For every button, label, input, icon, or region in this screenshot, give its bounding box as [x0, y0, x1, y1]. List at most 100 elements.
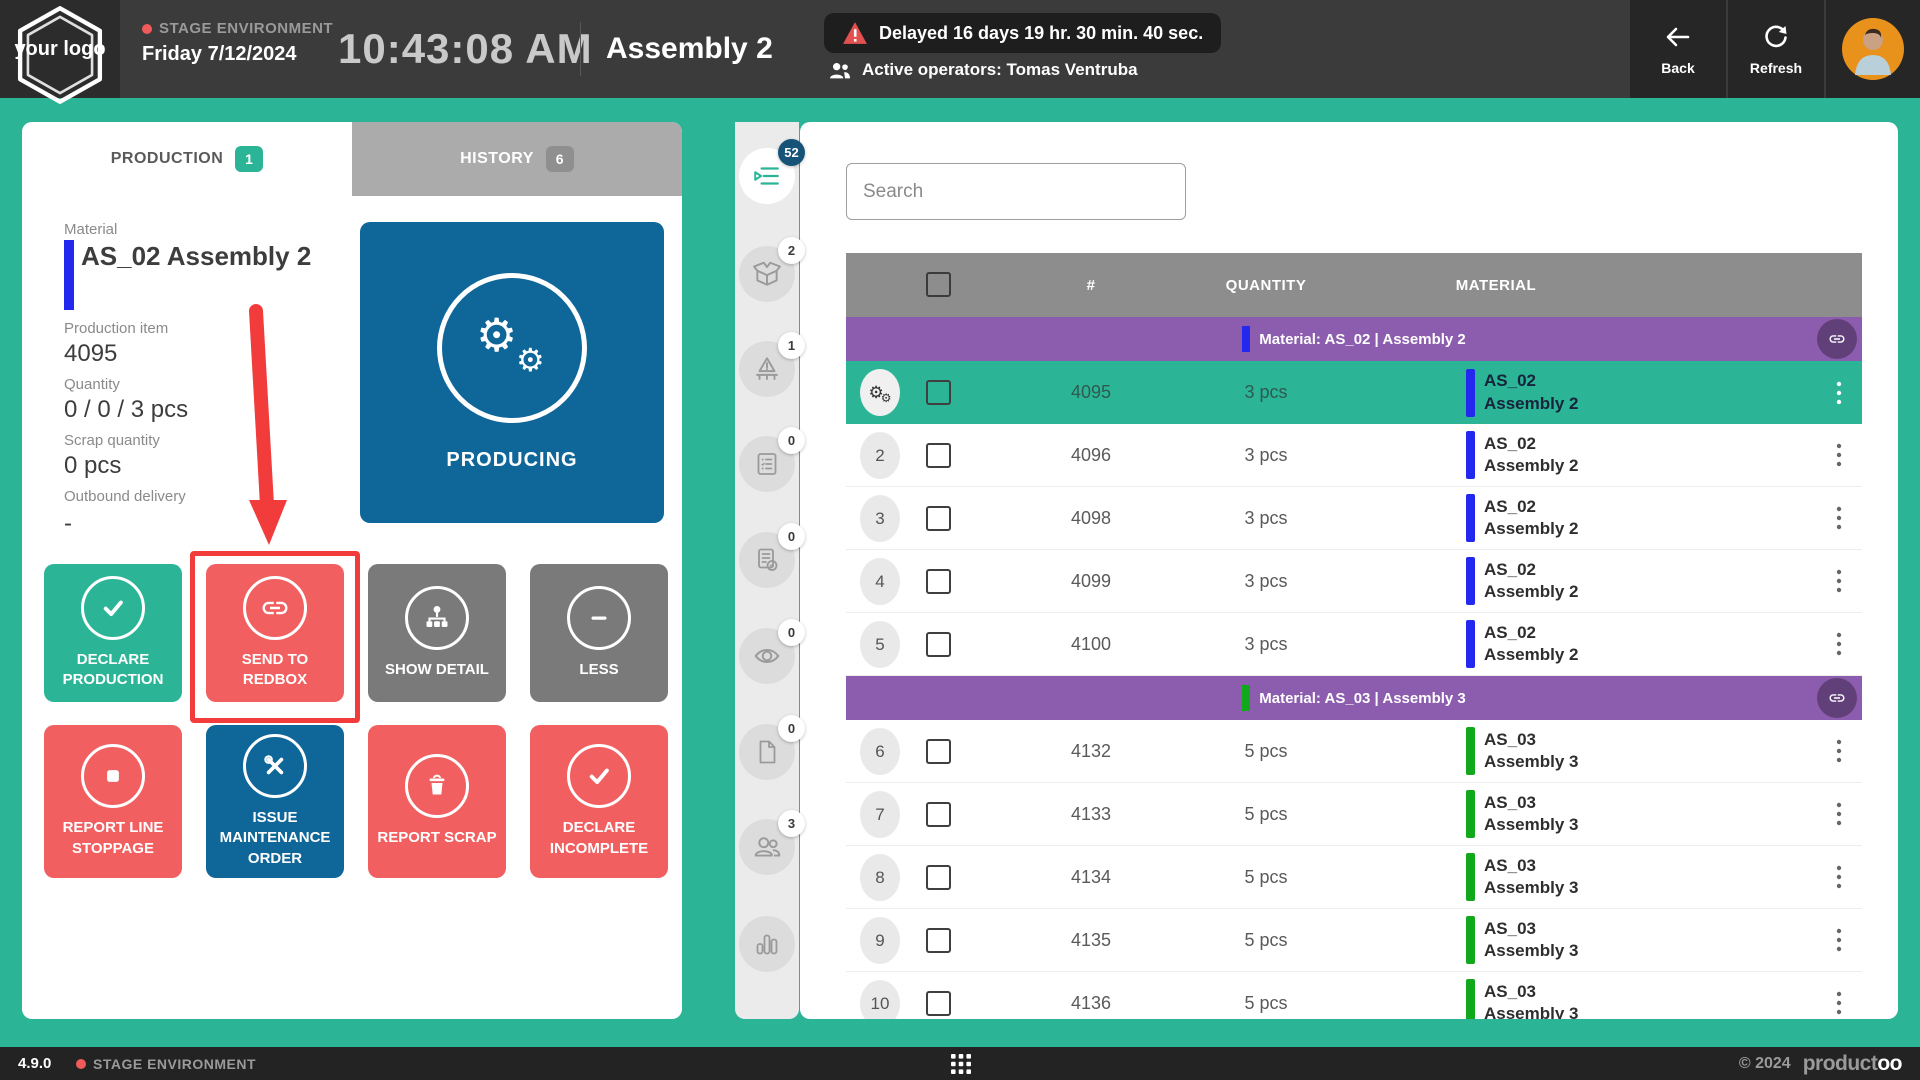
row-menu-button[interactable]: [1822, 846, 1856, 908]
row-checkbox[interactable]: [926, 991, 951, 1016]
row-checkbox[interactable]: [926, 443, 951, 468]
material-color-bar: [64, 240, 74, 310]
show-detail-label: SHOW DETAIL: [385, 660, 489, 678]
row-checkbox[interactable]: [926, 865, 951, 890]
row-checkbox[interactable]: [926, 569, 951, 594]
eye-icon: [754, 649, 780, 663]
sidebar-item-packing[interactable]: 2: [739, 237, 805, 302]
row-sequence: 9: [860, 917, 900, 964]
row-checkbox[interactable]: [926, 928, 951, 953]
table-row[interactable]: ⚙ ⚙ 4095 3 pcs AS_02 Assembly 2: [846, 361, 1862, 424]
row-sequence: 5: [860, 621, 900, 668]
order-quantity: 5 pcs: [1244, 866, 1288, 887]
gears-icon: ⚙ ⚙: [437, 273, 587, 423]
sidebar-item-files[interactable]: 0: [739, 715, 805, 780]
column-quantity: QUANTITY: [1225, 276, 1307, 294]
declare-incomplete-button[interactable]: DECLARE INCOMPLETE: [530, 725, 668, 878]
document-sign-icon: [758, 548, 778, 571]
send-to-redbox-button[interactable]: SEND TO REDBOX: [206, 564, 344, 702]
row-checkbox[interactable]: [926, 380, 951, 405]
row-menu-button[interactable]: [1822, 972, 1856, 1019]
producing-row-gears: ⚙ ⚙: [860, 369, 900, 416]
row-sequence: 6: [860, 728, 900, 775]
sidebar-item-line-stoppage[interactable]: 1: [739, 332, 805, 397]
row-menu-button[interactable]: [1822, 424, 1856, 486]
sidebar-item-operators[interactable]: 3: [739, 810, 805, 875]
row-checkbox[interactable]: [926, 739, 951, 764]
table-row[interactable]: 5 4100 3 pcs AS_02 Assembly 2: [846, 613, 1862, 676]
row-menu-button[interactable]: [1822, 550, 1856, 612]
search-input[interactable]: [846, 163, 1186, 220]
order-quantity: 3 pcs: [1244, 633, 1288, 654]
material-name: Assembly 2: [1484, 456, 1579, 475]
order-number: 4132: [1070, 740, 1112, 761]
table-row[interactable]: 8 4134 5 pcs AS_03 Assembly 3: [846, 846, 1862, 909]
table-row[interactable]: 4 4099 3 pcs AS_02 Assembly 2: [846, 550, 1862, 613]
tab-history[interactable]: HISTORY 6: [352, 122, 682, 196]
order-number: 4134: [1070, 866, 1112, 887]
material-color-bar: [1466, 979, 1475, 1019]
material-color-bar: [1466, 916, 1475, 964]
material-name: Assembly 3: [1484, 752, 1579, 771]
link-icon: [1829, 335, 1845, 343]
producing-status-tile[interactable]: ⚙ ⚙ PRODUCING: [360, 222, 664, 523]
sidebar-item-statistics[interactable]: [739, 916, 795, 972]
material-group-header: Material: AS_03 | Assembly 3: [846, 676, 1862, 720]
group-link-button[interactable]: [1817, 319, 1857, 359]
table-row[interactable]: 9 4135 5 pcs AS_03 Assembly 3: [846, 909, 1862, 972]
material-color-bar: [1466, 557, 1475, 605]
production-panel: PRODUCTION 1 HISTORY 6 Material AS_02 As…: [22, 122, 682, 1019]
row-menu-button[interactable]: [1822, 720, 1856, 782]
material-color-bar: [1466, 368, 1475, 417]
material-code: AS_03: [1484, 918, 1536, 938]
row-menu-button[interactable]: [1822, 909, 1856, 971]
less-button[interactable]: LESS: [530, 564, 668, 702]
row-checkbox[interactable]: [926, 506, 951, 531]
back-button[interactable]: Back: [1630, 0, 1726, 98]
report-scrap-button[interactable]: REPORT SCRAP: [368, 725, 506, 878]
sidebar-item-production-queue[interactable]: 52: [739, 139, 805, 204]
hexagon-logo-icon: [17, 6, 103, 104]
table-row[interactable]: 7 4133 5 pcs AS_03 Assembly 3: [846, 783, 1862, 846]
sidebar-item-sign-document[interactable]: 0: [739, 523, 805, 588]
material-code: AS_02: [1484, 371, 1536, 391]
report-line-stoppage-button[interactable]: REPORT LINE STOPPAGE: [44, 725, 182, 878]
order-number: 4096: [1070, 444, 1112, 465]
user-avatar-button[interactable]: [1826, 0, 1920, 98]
material-code: AS_02: [1484, 622, 1536, 642]
row-menu-button[interactable]: [1822, 613, 1856, 675]
declare-production-button[interactable]: DECLARE PRODUCTION: [44, 564, 182, 702]
sidebar-item-checklist[interactable]: 0: [739, 427, 805, 492]
production-item-label: Production item: [64, 320, 169, 337]
refresh-icon: [1765, 25, 1787, 47]
quantity-value: 0 / 0 / 3 pcs: [64, 396, 189, 423]
table-row[interactable]: 10 4136 5 pcs AS_03 Assembly 3: [846, 972, 1862, 1019]
environment-status-dot: [76, 1058, 86, 1069]
table-row[interactable]: 3 4098 3 pcs AS_02 Assembly 2: [846, 487, 1862, 550]
workstation-title: Assembly 2: [606, 32, 773, 65]
link-icon: [243, 575, 307, 640]
row-checkbox[interactable]: [926, 802, 951, 827]
apps-grid-button[interactable]: [950, 1053, 972, 1075]
row-menu-button[interactable]: [1822, 361, 1856, 424]
row-sequence: 4: [860, 558, 900, 605]
active-operators-text: Active operators: Tomas Ventruba: [862, 60, 1138, 79]
refresh-button[interactable]: Refresh: [1728, 0, 1824, 98]
delay-alert-text: Delayed 16 days 19 hr. 30 min. 40 sec.: [879, 22, 1204, 43]
table-row[interactable]: 6 4132 5 pcs AS_03 Assembly 3: [846, 720, 1862, 783]
order-number: 4100: [1070, 633, 1112, 654]
row-checkbox[interactable]: [926, 632, 951, 657]
open-box-icon: [753, 261, 781, 286]
group-link-button[interactable]: [1817, 678, 1857, 718]
show-detail-button[interactable]: SHOW DETAIL: [368, 564, 506, 702]
row-menu-button[interactable]: [1822, 487, 1856, 549]
row-sequence: 8: [860, 854, 900, 901]
select-all-checkbox[interactable]: [926, 272, 951, 297]
order-quantity: 3 pcs: [1244, 382, 1288, 402]
sidebar-item-inspection[interactable]: 0: [739, 619, 805, 684]
table-row[interactable]: 2 4096 3 pcs AS_02 Assembly 2: [846, 424, 1862, 487]
issue-maintenance-order-button[interactable]: ISSUE MAINTENANCE ORDER: [206, 725, 344, 878]
tab-production[interactable]: PRODUCTION 1: [22, 122, 352, 196]
back-button-label: Back: [1661, 59, 1695, 76]
row-menu-button[interactable]: [1822, 783, 1856, 845]
